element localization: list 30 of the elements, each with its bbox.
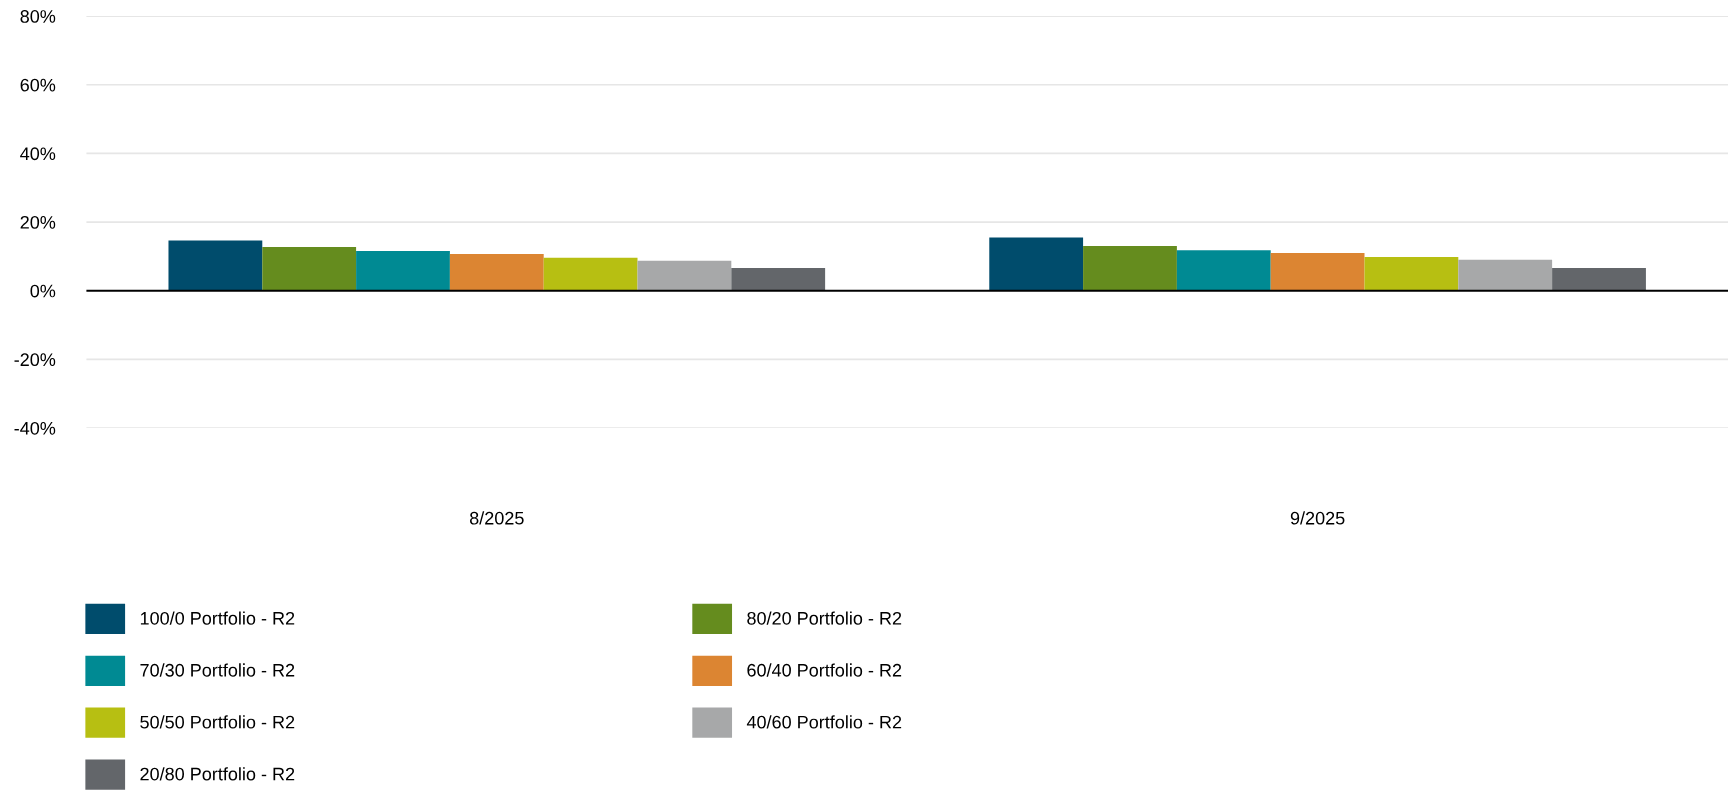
legend-label: 60/40 Portfolio - R2 [747, 663, 902, 677]
y-tick-label: 20% [20, 215, 56, 229]
bar [1552, 268, 1646, 291]
bar [637, 260, 732, 291]
legend-label: 70/30 Portfolio - R2 [140, 663, 295, 677]
legend-label: 80/20 Portfolio - R2 [747, 611, 902, 625]
legend-label: 50/50 Portfolio - R2 [140, 715, 295, 729]
bar [731, 268, 826, 291]
bar [1270, 252, 1365, 291]
bar [262, 247, 357, 291]
y-tick-label: 60% [20, 78, 56, 92]
y-tick-label: 80% [20, 10, 56, 23]
x-tick-label: 9/2025 [1290, 511, 1345, 525]
y-tick-label: -20% [14, 353, 56, 367]
bar [1364, 257, 1459, 291]
legend-label: 100/0 Portfolio - R2 [140, 611, 295, 625]
bar [449, 253, 544, 291]
bar [543, 257, 638, 291]
bar [1083, 246, 1177, 291]
y-tick-label: -40% [14, 421, 56, 435]
y-tick-label: 0% [30, 284, 56, 298]
bar [1176, 250, 1271, 291]
bar [168, 240, 263, 291]
legend-label: 20/80 Portfolio - R2 [140, 767, 295, 781]
bar [356, 250, 450, 291]
bar [1458, 259, 1553, 291]
y-tick-label: 40% [20, 147, 56, 161]
legend-label: 40/60 Portfolio - R2 [746, 715, 902, 729]
bar [989, 237, 1084, 291]
x-tick-label: 8/2025 [469, 511, 524, 525]
